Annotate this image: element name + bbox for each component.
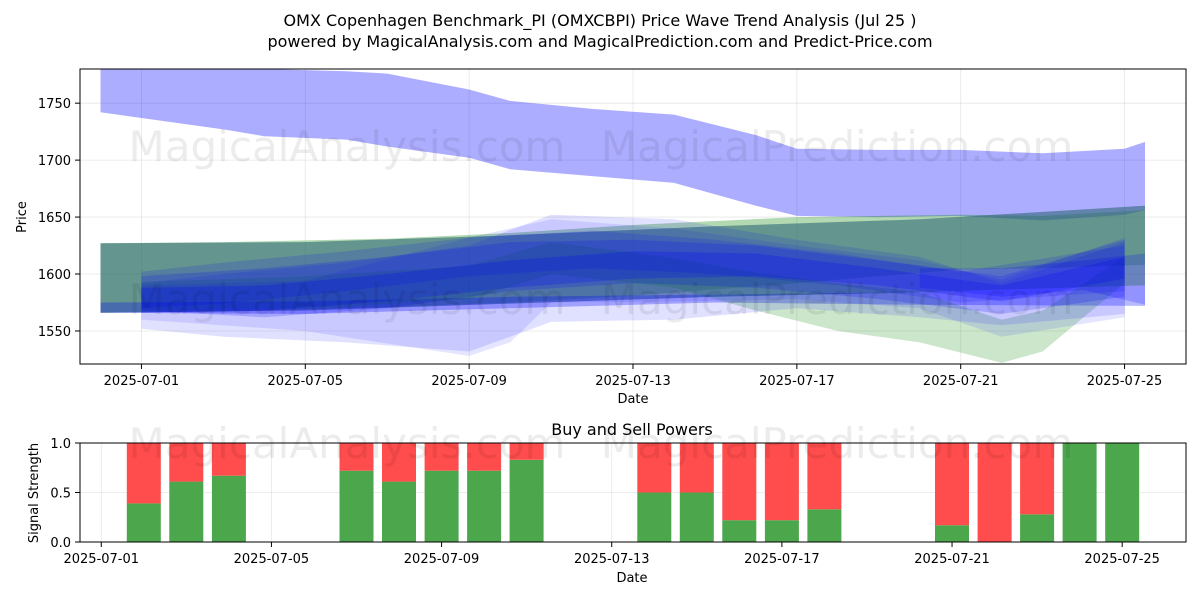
signal-chart-title: Buy and Sell Powers xyxy=(551,420,713,439)
signal-x-tick-label: 2025-07-09 xyxy=(404,552,480,567)
price-bands xyxy=(100,69,1145,363)
buy-bar xyxy=(424,470,459,542)
price-y-tick-label: 1550 xyxy=(38,325,71,340)
signal-chart: Buy and Sell Powers MagicalAnalysis.com … xyxy=(27,419,1187,586)
signal-x-tick-label: 2025-07-13 xyxy=(574,552,650,567)
sell-bar xyxy=(382,443,416,482)
buy-bar xyxy=(126,503,161,542)
price-x-tick-label: 2025-07-25 xyxy=(1087,374,1163,389)
sell-bar xyxy=(722,443,757,521)
buy-bar xyxy=(807,509,842,542)
sell-bar xyxy=(977,443,1012,542)
signal-x-tick-label: 2025-07-21 xyxy=(914,552,990,567)
sell-bar xyxy=(637,443,672,493)
sell-bar xyxy=(807,443,842,510)
price-y-tick-label: 1750 xyxy=(38,97,71,112)
chart-subtitle: powered by MagicalAnalysis.com and Magic… xyxy=(267,32,932,51)
buy-bar xyxy=(935,525,969,542)
sell-bar xyxy=(467,443,502,471)
price-band-3 xyxy=(100,285,1145,314)
buy-bar xyxy=(637,492,672,542)
price-band-10 xyxy=(919,253,1145,305)
price-band-4 xyxy=(141,242,1125,363)
signal-bars xyxy=(126,443,1140,542)
price-x-tick-label: 2025-07-09 xyxy=(431,374,507,389)
buy-bar xyxy=(1062,443,1097,542)
signal-x-ticks: 2025-07-01 2025-07-05 2025-07-09 2025-07-13… xyxy=(63,542,1160,567)
signal-y-tick-label: 0.0 xyxy=(50,536,71,551)
signal-y-tick-label: 1.0 xyxy=(50,437,71,452)
price-y-ticks: 1550 1600 1650 1700 1750 xyxy=(38,97,80,340)
price-x-tick-label: 2025-07-05 xyxy=(268,374,344,389)
buy-bar xyxy=(1020,514,1055,542)
sell-bar xyxy=(424,443,459,471)
price-x-tick-label: 2025-07-13 xyxy=(595,374,671,389)
buy-bar xyxy=(509,459,544,542)
sell-bar xyxy=(211,443,246,476)
price-band-5 xyxy=(141,214,1125,352)
sell-bar xyxy=(1020,443,1055,515)
price-y-tick-label: 1600 xyxy=(38,268,71,283)
chart-title: OMX Copenhagen Benchmark_PI (OMXCBPI) Pr… xyxy=(284,11,917,31)
price-band-0 xyxy=(100,69,1145,221)
buy-bar xyxy=(382,481,416,542)
buy-bar xyxy=(764,520,799,542)
price-band-2 xyxy=(100,205,1145,313)
signal-x-axis-label: Date xyxy=(616,571,647,586)
buy-bar xyxy=(1105,443,1140,542)
buy-bar xyxy=(169,481,204,542)
buy-bar xyxy=(211,475,246,542)
signal-x-tick-label: 2025-07-05 xyxy=(234,552,310,567)
price-band-8 xyxy=(141,230,1125,309)
watermark-analysis-top: MagicalAnalysis.com xyxy=(129,122,566,171)
signal-x-tick-label: 2025-07-17 xyxy=(744,552,820,567)
watermark-prediction-mid: MagicalPrediction.com xyxy=(601,275,1074,324)
price-band-7 xyxy=(141,239,1125,318)
sell-bar xyxy=(169,443,204,482)
price-y-tick-label: 1650 xyxy=(38,211,71,226)
sell-bar xyxy=(126,443,161,504)
price-x-ticks: 2025-07-01 2025-07-05 2025-07-09 2025-07-13… xyxy=(104,364,1163,389)
price-y-tick-label: 1700 xyxy=(38,154,71,169)
signal-y-tick-label: 0.5 xyxy=(50,487,71,502)
signal-y-ticks: 0.0 0.5 1.0 xyxy=(50,437,80,551)
price-x-tick-label: 2025-07-01 xyxy=(104,374,180,389)
watermark-prediction-top: MagicalPrediction.com xyxy=(601,122,1074,171)
buy-bar xyxy=(339,470,374,542)
signal-y-axis-label: Signal Strength xyxy=(27,443,42,543)
price-band-9 xyxy=(141,251,1125,313)
price-x-tick-label: 2025-07-17 xyxy=(759,374,835,389)
buy-bar xyxy=(467,470,502,542)
sell-bar xyxy=(509,443,544,460)
buy-bar xyxy=(679,492,714,542)
price-band-6 xyxy=(141,219,1125,356)
signal-x-tick-label: 2025-07-01 xyxy=(63,552,139,567)
sell-bar xyxy=(935,443,969,526)
price-x-tick-label: 2025-07-21 xyxy=(923,374,999,389)
sell-bar xyxy=(764,443,799,521)
sell-bar xyxy=(679,443,714,493)
price-chart: MagicalAnalysis.com MagicalPrediction.co… xyxy=(15,68,1187,407)
price-x-axis-label: Date xyxy=(617,392,648,407)
signal-x-tick-label: 2025-07-25 xyxy=(1084,552,1160,567)
watermark-analysis-mid: MagicalAnalysis.com xyxy=(129,275,566,324)
buy-bar xyxy=(722,520,757,542)
price-y-axis-label: Price xyxy=(15,201,30,233)
sell-bar xyxy=(339,443,374,471)
